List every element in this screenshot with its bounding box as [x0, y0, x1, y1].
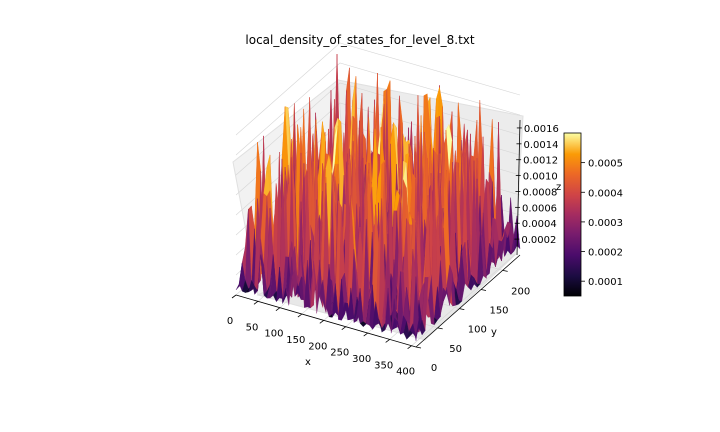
- z-tick-label: 0.0010: [523, 172, 558, 183]
- z-ticks: 0.0002 0.0004 0.0006 0.0008 0.0010 0.0012 0.00…: [514, 124, 559, 246]
- y-tick-mark: [415, 346, 422, 349]
- chart-title: local_density_of_states_for_level_8.txt: [245, 33, 475, 47]
- colorbar-tick-label: 0.0002: [588, 248, 623, 259]
- x-tick-label: 100: [264, 329, 283, 340]
- y-tick-label: 50: [449, 344, 462, 355]
- z-axis-line: [516, 119, 521, 256]
- grid-line-z: [235, 82, 521, 176]
- x-tick-mark: [275, 307, 281, 312]
- x-tick-label: 50: [246, 322, 259, 333]
- y-tick-mark: [437, 327, 443, 330]
- y-axis-label: y: [491, 327, 497, 338]
- colorbar: [563, 132, 582, 297]
- x-tick-mark: [319, 320, 325, 324]
- z-tick-label: 0.0012: [523, 156, 558, 167]
- x-tick-mark: [385, 339, 390, 343]
- grid-line-z: [235, 62, 521, 156]
- y-tick-label: 0: [431, 363, 437, 374]
- x-tick-label: 200: [308, 341, 327, 352]
- colorbar-tick-label: 0.0001: [588, 277, 623, 288]
- surface-plot: [235, 54, 521, 341]
- x-tick-label: 0: [227, 316, 233, 327]
- x-tick-label: 300: [352, 354, 371, 365]
- y-tick-mark: [459, 308, 465, 311]
- z-tick-label: 0.0016: [524, 124, 559, 135]
- colorbar-ticks: 0.0001 0.0002 0.0003 0.0004 0.0005: [581, 159, 623, 288]
- y-tick-label: 150: [489, 306, 508, 317]
- y-tick-label: 100: [468, 325, 487, 336]
- x-tick-label: 350: [374, 360, 393, 371]
- x-tick-mark: [363, 332, 368, 337]
- surface-facet: [412, 318, 420, 341]
- z-tick-label: 0.0008: [522, 187, 557, 198]
- grid-line-z: [235, 42, 521, 136]
- z-tick-label: 0.0014: [523, 140, 558, 151]
- x-tick-mark: [297, 313, 303, 318]
- x-axis-label: x: [305, 357, 311, 368]
- z-tick-label: 0.0004: [522, 219, 557, 230]
- colorbar-tick-label: 0.0003: [588, 218, 623, 229]
- x-tick-mark: [253, 301, 259, 305]
- x-tick-label: 400: [396, 367, 415, 378]
- colorbar-tick-label: 0.0005: [588, 159, 623, 170]
- x-axis-line: [235, 294, 417, 348]
- z-tick-label: 0.0006: [522, 203, 557, 214]
- x-tick-mark: [231, 294, 237, 299]
- colorbar-tick-label: 0.0004: [588, 188, 623, 199]
- x-tick-mark: [341, 326, 346, 331]
- x-tick-mark: [407, 345, 412, 350]
- y-tick-mark: [502, 269, 508, 272]
- y-tick-mark: [480, 289, 487, 291]
- z-axis-label: z: [556, 182, 561, 193]
- x-tick-label: 150: [286, 335, 305, 346]
- y-tick-label: 200: [511, 286, 530, 297]
- x-tick-label: 250: [330, 348, 349, 359]
- z-tick-label: 0.0002: [521, 235, 556, 246]
